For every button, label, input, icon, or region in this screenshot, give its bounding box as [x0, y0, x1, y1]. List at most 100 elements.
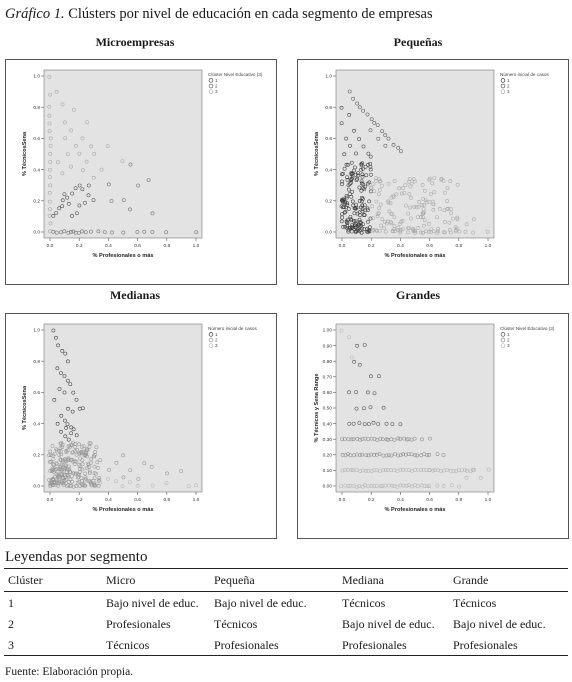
data-point: [361, 108, 366, 113]
data-point: [121, 198, 126, 202]
data-point: [348, 143, 352, 148]
chart-title-grandes: Grandes: [395, 288, 440, 302]
data-point: [86, 462, 91, 467]
data-point: [194, 230, 199, 235]
data-point: [58, 457, 63, 462]
data-point: [420, 183, 425, 187]
data-point: [67, 201, 71, 206]
data-point: [379, 223, 384, 228]
data-point: [350, 229, 354, 234]
data-point: [366, 219, 370, 224]
data-point: [366, 453, 371, 458]
data-point: [113, 479, 118, 484]
data-point: [75, 211, 79, 216]
data-point: [48, 151, 53, 156]
data-point: [384, 421, 389, 426]
data-point: [360, 172, 365, 177]
data-point: [350, 224, 354, 229]
data-point: [135, 484, 140, 488]
data-point: [53, 483, 58, 487]
data-point: [435, 452, 440, 456]
series-2: [340, 436, 446, 472]
data-point: [54, 230, 59, 235]
table-cell: Profesionales: [210, 634, 338, 656]
data-point: [50, 468, 55, 473]
data-point: [65, 484, 70, 489]
data-point: [346, 207, 351, 211]
data-point: [354, 151, 358, 156]
data-point: [449, 211, 453, 216]
data-point: [83, 483, 88, 488]
data-point: [380, 217, 385, 222]
data-point: [74, 397, 79, 402]
data-point: [105, 144, 110, 148]
data-point: [345, 201, 349, 206]
data-point: [340, 437, 344, 442]
table-cell: Profesionales: [338, 634, 449, 656]
legend-marker: [500, 343, 506, 348]
data-point: [368, 216, 373, 221]
header-pequena: Pequeña: [210, 568, 338, 592]
data-point: [48, 167, 52, 172]
data-point: [367, 422, 371, 426]
data-point: [372, 121, 377, 125]
data-point: [370, 204, 374, 209]
x-tick-label: 1.0: [485, 243, 492, 249]
x-axis-label: % Profesionales o más: [385, 507, 446, 513]
data-point: [347, 113, 352, 117]
data-point: [48, 207, 52, 212]
data-point: [72, 107, 76, 112]
data-point: [342, 210, 347, 215]
data-point: [398, 437, 403, 441]
table-cell: Bajo nivel de educ.: [214, 596, 307, 610]
data-point: [80, 450, 84, 454]
data-point: [368, 167, 373, 172]
chart-panel-pequenas: 0.0 0.2 0.4 0.6 0.8 1.0 0.0 0.2 0.4 0.6 0.8 1.0 % Pr…: [297, 59, 569, 285]
y-tick-label: 0.30: [323, 437, 333, 443]
data-point: [86, 479, 91, 484]
data-point: [102, 230, 107, 234]
figure-caption: Gráfico 1. Clústers por nivel de educaci…: [5, 6, 433, 23]
y-tick-label: 0.2: [33, 453, 40, 459]
data-point: [89, 482, 93, 487]
data-point: [89, 144, 94, 149]
data-point: [443, 220, 447, 224]
data-point: [339, 105, 344, 110]
data-point: [135, 230, 140, 234]
plot-area: [335, 323, 495, 493]
data-point: [364, 469, 368, 473]
data-point: [365, 112, 370, 117]
data-point: [350, 189, 354, 194]
data-point: [74, 433, 79, 438]
data-point: [422, 218, 427, 223]
data-point: [367, 199, 372, 204]
data-point: [121, 453, 125, 458]
data-point: [107, 467, 111, 472]
data-point: [357, 421, 362, 425]
data-point: [355, 177, 360, 181]
data-point: [390, 422, 395, 426]
data-point: [360, 174, 365, 179]
data-point: [400, 218, 405, 223]
plot-area: [43, 69, 203, 239]
data-point: [369, 172, 373, 177]
data-point: [48, 160, 53, 164]
data-point: [380, 129, 385, 134]
series-3: [339, 328, 491, 489]
data-point: [436, 227, 440, 231]
data-point: [63, 434, 68, 439]
data-point: [427, 468, 432, 472]
legend-title: Número inicial de casos: [208, 326, 257, 331]
data-point: [74, 143, 78, 148]
data-point: [343, 210, 348, 214]
data-point: [398, 422, 403, 427]
data-point: [92, 464, 97, 469]
x-tick-label: 0.6: [134, 497, 141, 503]
data-point: [341, 198, 346, 203]
series-3: [368, 176, 490, 235]
data-point: [381, 468, 386, 472]
data-point: [368, 405, 373, 410]
data-point: [69, 164, 73, 169]
data-point: [366, 390, 370, 395]
data-point: [357, 362, 362, 367]
